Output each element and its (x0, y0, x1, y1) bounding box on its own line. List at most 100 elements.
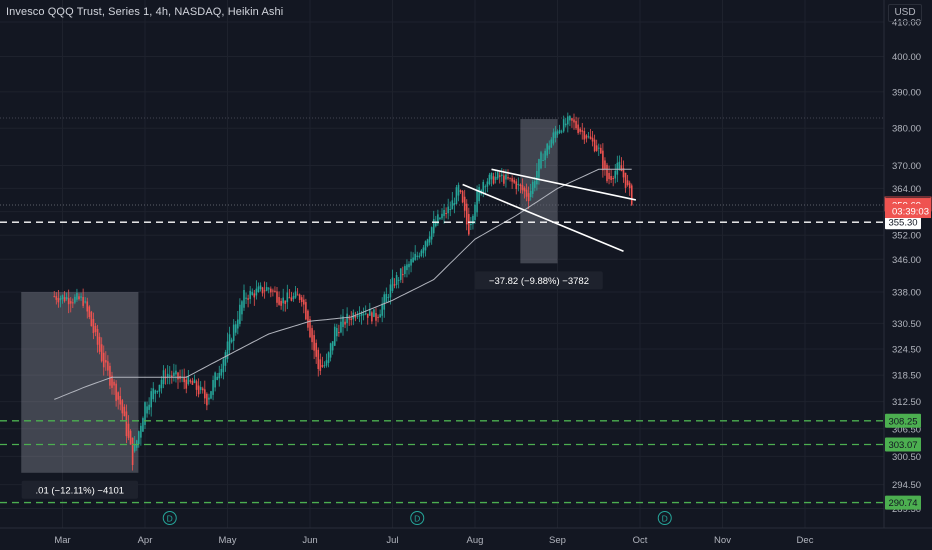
candle-up (226, 341, 229, 359)
candle-up (199, 386, 202, 390)
candle-up (538, 159, 540, 178)
candle-down (515, 181, 518, 189)
candle-down (577, 124, 579, 133)
candle-down (595, 145, 598, 151)
candle-up (331, 341, 334, 351)
candle-up (455, 187, 458, 204)
level-price-box-290.74 (885, 495, 921, 510)
candle-up (286, 292, 289, 303)
candle-down (183, 377, 185, 383)
candle-down (185, 379, 188, 389)
time-tick-label: Oct (633, 535, 648, 546)
price-tick-label: 330.50 (892, 319, 921, 330)
time-tick-label: Jun (302, 535, 317, 546)
candle-down (201, 388, 204, 391)
time-axis-panel (0, 528, 932, 550)
candle-down (129, 430, 132, 445)
candle-up (548, 145, 551, 150)
candle-up (449, 209, 452, 211)
candle-up (140, 425, 142, 438)
price-tick-label: 300.50 (892, 452, 921, 463)
candle-down (109, 365, 111, 386)
candle-up (558, 129, 561, 134)
candle-up (505, 174, 507, 180)
candle-up (482, 181, 485, 193)
candle-up (457, 184, 460, 196)
candle-down (583, 131, 586, 140)
candle-down (492, 176, 495, 184)
candle-up (529, 190, 532, 198)
candle-down (123, 406, 126, 417)
candle-down (461, 191, 464, 203)
candle-up (222, 359, 225, 373)
candle-down (191, 380, 194, 385)
candle-down (338, 332, 340, 334)
candle-up (385, 293, 388, 302)
candle-down (296, 294, 299, 296)
candle-down (503, 175, 505, 184)
currency-button[interactable]: USD (888, 4, 922, 22)
candle-down (463, 196, 466, 211)
candle-down (117, 392, 119, 400)
candle-down (521, 185, 524, 191)
candle-down (608, 172, 610, 180)
candle-down (94, 325, 97, 333)
candle-up (245, 297, 247, 299)
candle-down (261, 287, 264, 294)
candle-up (292, 296, 295, 300)
candle-down (579, 128, 581, 132)
candle-up (173, 372, 175, 377)
candle-up (142, 418, 144, 432)
candle-up (432, 219, 435, 234)
moving-average-line (54, 168, 632, 400)
candle-down (525, 189, 528, 197)
candle-up (232, 324, 235, 341)
candle-up (616, 162, 619, 175)
candle-down (107, 361, 109, 371)
candle-up (544, 150, 546, 161)
candle-up (501, 174, 503, 177)
candle-down (593, 139, 596, 152)
candle-down (127, 423, 130, 438)
candle-down (402, 274, 404, 276)
candle-up (554, 131, 557, 138)
candle-down (105, 360, 107, 363)
candle-up (329, 343, 332, 358)
candle-down (589, 136, 592, 139)
candle-down (55, 296, 58, 300)
candle-up (61, 295, 64, 300)
candle-up (356, 315, 359, 317)
candle-up (80, 296, 82, 298)
candle-up (243, 290, 245, 308)
candle-down (591, 137, 594, 142)
candle-down (53, 296, 56, 298)
candle-down (171, 375, 173, 377)
price-tick-label: 364.00 (892, 184, 921, 195)
candle-down (98, 336, 101, 352)
candle-down (303, 299, 305, 305)
price-tick-label: 390.00 (892, 87, 921, 98)
chart-title: Invesco QQQ Trust, Series 1, 4h, NASDAQ,… (6, 6, 284, 18)
candle-up (437, 214, 439, 224)
candle-up (340, 321, 342, 333)
candle-up (265, 287, 268, 291)
candle-down (100, 344, 103, 362)
candle-up (439, 217, 441, 220)
candle-down (274, 290, 276, 292)
candle-up (342, 316, 344, 328)
candle-down (348, 318, 350, 320)
candle-up (418, 255, 421, 257)
candle-down (307, 310, 309, 328)
price-tick-label: 352.00 (892, 231, 921, 242)
candle-up (443, 209, 445, 217)
candle-down (300, 297, 303, 303)
candle-up (74, 296, 76, 303)
candle-down (366, 313, 369, 318)
candle-up (216, 376, 218, 380)
candle-up (426, 239, 429, 246)
price-axis-panel (884, 0, 932, 550)
candle-up (144, 402, 146, 425)
candle-up (230, 339, 233, 343)
